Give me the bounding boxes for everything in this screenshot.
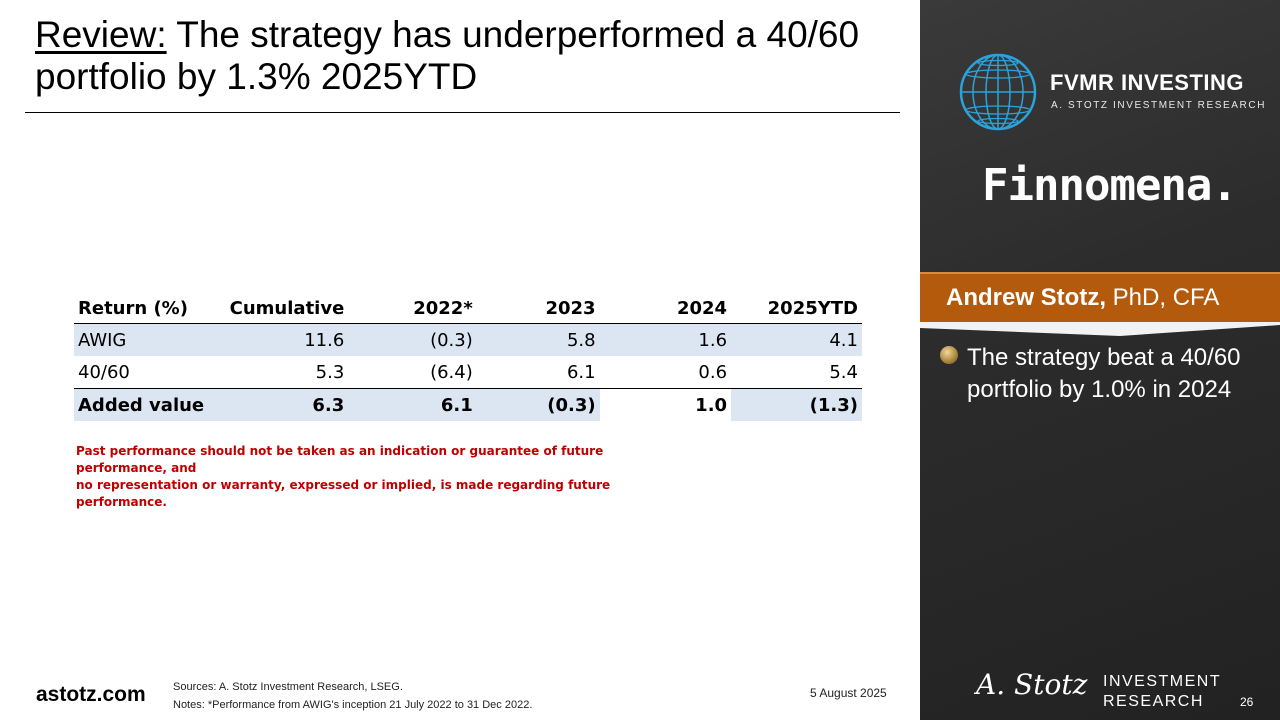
bullet-text: The strategy beat a 40/60 portfolio by 1… — [967, 344, 1241, 403]
presenter-panel: FVMR INVESTING A. STOTZ INVESTMENT RESEA… — [920, 0, 1280, 720]
returns-table: Return (%) Cumulative 2022* 2023 2024 20… — [74, 293, 862, 421]
table-row-added-value: Added value 6.3 6.1 (0.3) 1.0 (1.3) — [74, 388, 862, 421]
table-cell: 1.0 — [599, 388, 732, 421]
presenter-name-bar: Andrew Stotz, PhD, CFA — [920, 272, 1280, 324]
table-cell: (0.3) — [348, 323, 477, 356]
header-return: Return (%) — [78, 297, 188, 319]
table-cell: (1.3) — [731, 388, 862, 421]
title-prefix: Review: — [35, 14, 167, 55]
disclaimer-line: no representation or warranty, expressed… — [76, 478, 611, 509]
footer-notes: Sources: A. Stotz Investment Research, L… — [173, 678, 532, 714]
disclaimer: Past performance should not be taken as … — [76, 443, 696, 511]
title-divider — [25, 112, 900, 113]
table-cell: 6.1 — [348, 388, 477, 421]
table-cell: 5.4 — [829, 361, 858, 383]
footer-date: 5 August 2025 — [810, 686, 887, 700]
footer-website: astotz.com — [36, 683, 146, 706]
table-cell: 1.6 — [599, 323, 732, 356]
table-cell: 5.3 — [315, 361, 345, 383]
globe-logo-icon — [959, 53, 1037, 131]
header-2025ytd: 2025YTD — [767, 297, 858, 319]
header-2023: 2023 — [545, 297, 596, 319]
bullet-icon — [940, 346, 958, 364]
table-cell: 40/60 — [78, 361, 130, 383]
page-number: 26 — [1240, 695, 1254, 709]
header-2024: 2024 — [676, 297, 728, 319]
table-row-awig: AWIG 11.6 (0.3) 5.8 1.6 4.1 — [74, 323, 862, 356]
brand-name: FVMR INVESTING — [1050, 70, 1245, 95]
table-cell: Added value — [74, 388, 222, 421]
ir-label-line2: RESEARCH — [1103, 693, 1204, 710]
presenter-title: PhD, CFA — [1106, 284, 1220, 311]
ir-label-line1: INVESTMENT — [1103, 673, 1222, 690]
ribbon-decoration — [920, 322, 1280, 336]
table-header-row: Return (%) Cumulative 2022* 2023 2024 20… — [74, 293, 862, 324]
table-cell: 11.6 — [221, 323, 349, 356]
table-cell: 5.8 — [476, 323, 600, 356]
presenter-name: Andrew Stotz, — [946, 284, 1106, 311]
footer-note: Notes: *Performance from AWIG's inceptio… — [173, 699, 533, 711]
footer-sources: Sources: A. Stotz Investment Research, L… — [173, 681, 403, 693]
table-cell: 6.3 — [221, 388, 349, 421]
table-row-4060: 40/60 5.3 (6.4) 6.1 0.6 5.4 — [74, 356, 862, 389]
presenter-line: Andrew Stotz, PhD, CFA — [946, 284, 1219, 312]
table-cell: 6.1 — [566, 361, 596, 383]
signature-logo: A. Stotz — [976, 668, 1088, 701]
brand-subtitle: A. STOTZ INVESTMENT RESEARCH — [1051, 100, 1267, 111]
partner-logo: Finnomena. — [982, 160, 1238, 211]
disclaimer-line: Past performance should not be taken as … — [76, 444, 604, 475]
table-cell: 4.1 — [731, 323, 862, 356]
title-text: The strategy has underperformed a 40/60 … — [35, 14, 860, 97]
table-cell: AWIG — [74, 323, 222, 356]
header-cumulative: Cumulative — [229, 297, 345, 319]
table-cell: 0.6 — [698, 361, 728, 383]
header-2022: 2022* — [413, 297, 473, 319]
table-cell: (6.4) — [430, 361, 473, 383]
table-cell: (0.3) — [476, 388, 600, 421]
slide-title: Review: The strategy has underperformed … — [35, 14, 885, 98]
